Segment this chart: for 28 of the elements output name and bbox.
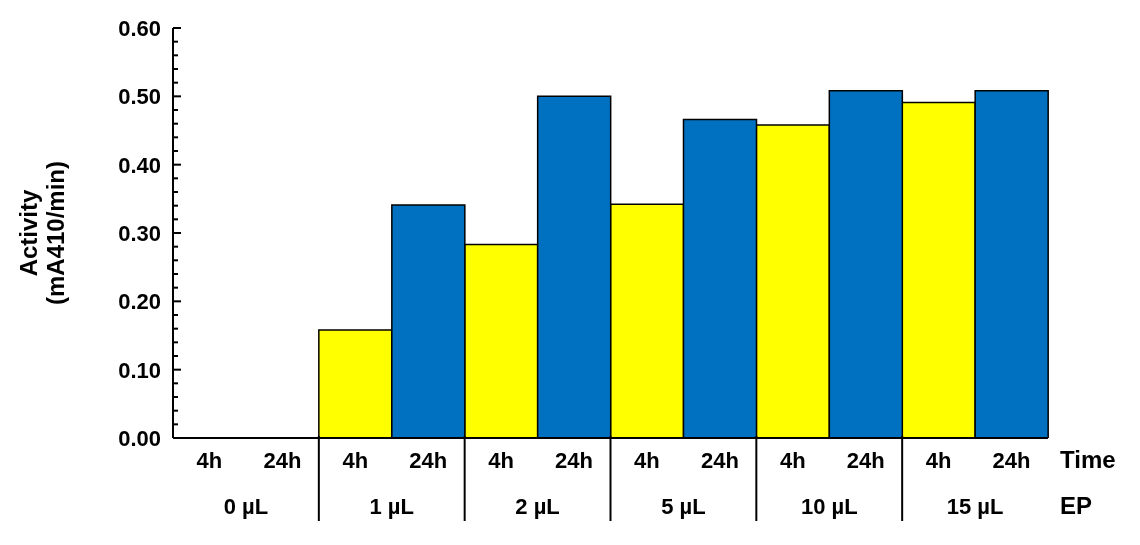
legend-title: Time [1060, 446, 1116, 474]
text: 24h [992, 448, 1031, 473]
y-axis-title: Activity (mA410/min) [15, 160, 69, 306]
text: 4h [925, 448, 952, 473]
x-tick-label: 5 µL [661, 494, 706, 519]
text: 24h [263, 448, 302, 473]
x-tick-label: 2 µL [515, 494, 560, 519]
x-tick-label: 10 µL [800, 494, 858, 519]
text: 4h [634, 448, 660, 473]
y-tick-label: 0.10 [118, 357, 161, 383]
y-tick-label: 0.60 [118, 16, 161, 41]
x-tick-label: 15 µL [946, 494, 1004, 519]
text: 24h [846, 448, 885, 473]
x-tick-label: 0 µL [223, 494, 269, 519]
text: 4h [779, 448, 806, 473]
text: 4h [196, 448, 223, 473]
series-label: 4h [342, 448, 369, 473]
y-tick-label: 0.20 [118, 289, 161, 315]
y-tick-label: 0.00 [118, 426, 161, 451]
x-tick-label: 1 µL [369, 494, 414, 519]
y-tick-label: 0.50 [118, 84, 161, 110]
text: 24h [700, 448, 739, 473]
text: 4h [488, 448, 514, 473]
y-tick-label: 0.30 [118, 221, 161, 246]
y-tick-label: 0.40 [118, 152, 161, 178]
x-axis-title: EP [1060, 492, 1093, 520]
series-label: 24h [409, 448, 448, 473]
text: 24h [555, 448, 593, 473]
